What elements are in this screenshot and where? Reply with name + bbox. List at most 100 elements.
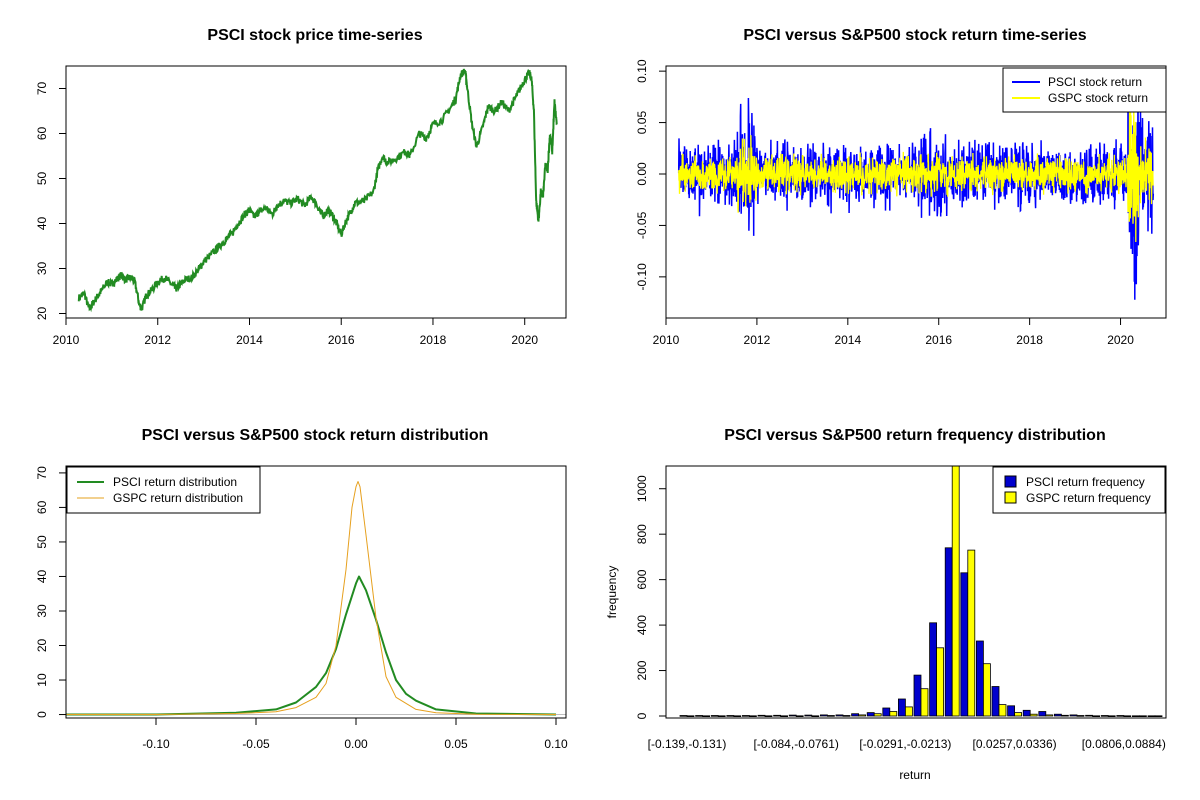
returns-gspc-line [678,99,1154,243]
histogram-gspc-bar [1061,714,1069,717]
histogram-gspc-bar [1154,715,1163,717]
density-y-tick: 0 [35,711,49,718]
histogram-gspc-bar [1107,715,1116,717]
histogram-psci-bar [1100,715,1109,717]
density-x-tick: 0.00 [344,737,368,751]
returns-legend-label-gspc: GSPC stock return [1048,91,1148,105]
histogram-gspc-bar [967,549,976,717]
histogram-y-tick: 800 [635,524,649,544]
histogram-psci-bar [944,547,953,717]
density-x-tick: -0.05 [242,737,270,751]
density-plot-frame [65,465,567,719]
histogram-gspc-bar [702,715,710,717]
histogram-psci-bar [960,572,969,717]
returns-x-tick: 2016 [925,333,952,347]
histogram-psci-bar [773,714,781,717]
density-y-tick: 50 [35,535,49,549]
density-y-tick: 60 [35,500,49,514]
histogram-title: PSCI versus S&P500 return frequency dist… [724,427,1105,444]
histogram-x-axis: [-0.139,-0.131) [-0.084,-0.0761) [-0.029… [648,737,1166,751]
returns-legend-box [1002,67,1167,113]
returns-y-tick: 0.05 [635,111,649,135]
returns-legend: PSCI stock return GSPC stock return [1002,67,1167,113]
density-y-tick: 30 [35,604,49,618]
histogram-gspc-bar [1123,715,1132,717]
histogram-y-tick: 1000 [635,475,649,502]
density-gspc-line [66,481,557,715]
histogram-psci-bar [835,714,844,717]
returns-plot-area [659,68,1155,325]
histogram-x-label: return [899,768,930,782]
histogram-legend-label-psci: PSCI return frequency [1026,475,1145,489]
histogram-legend-swatch-psci [1004,475,1017,488]
histogram-psci-bar [851,713,859,717]
price-x-tick: 2020 [511,333,538,347]
returns-plot-frame [665,65,1167,319]
price-y-axis: 20 30 40 50 60 70 [35,82,49,321]
histogram-y-tick: 600 [635,569,649,589]
histogram-gspc-bar [827,715,835,717]
histogram-gspc-bar [936,647,944,717]
histogram-psci-bar [1132,715,1140,717]
price-y-tick: 50 [35,172,49,186]
histogram-y-label: frequency [605,566,619,619]
price-x-tick: 2010 [53,333,80,347]
density-y-tick: 70 [35,466,49,480]
density-x-axis: -0.10 -0.05 0.00 0.05 0.10 [142,737,568,751]
price-plot-area [59,68,558,325]
histogram-psci-bar [1022,709,1031,717]
histogram-x-tick: [-0.0291,-0.0213) [859,737,951,751]
density-y-axis: 0 10 20 30 40 50 60 70 [35,466,49,718]
density-y-tick: 20 [35,639,49,653]
price-series-line [77,68,558,313]
price-x-tick: 2014 [236,333,263,347]
returns-panel: PSCI versus S&P500 stock return time-ser… [635,27,1167,347]
histogram-psci-bar [679,715,688,717]
histogram-plot-frame [665,465,1167,719]
histogram-legend: PSCI return frequency GSPC return freque… [992,466,1166,514]
histogram-gspc-bar [795,715,804,717]
histogram-gspc-bar [951,465,960,717]
histogram-psci-bar [929,622,937,717]
price-y-tick: 70 [35,82,49,96]
histogram-psci-bar [788,714,797,717]
histogram-psci-bar [976,640,984,717]
returns-x-axis: 2010 2012 2014 2016 2018 2020 [653,333,1135,347]
histogram-legend-box [992,466,1166,514]
histogram-psci-bar [866,712,875,717]
histogram-panel: PSCI versus S&P500 return frequency dist… [605,427,1167,782]
histogram-gspc-bar [1045,714,1054,717]
histogram-gspc-bar [842,715,851,717]
histogram-gspc-bar [873,713,882,717]
histogram-gspc-bar [1029,713,1038,717]
density-legend-box [66,466,261,514]
histogram-x-tick: [-0.084,-0.0761) [754,737,839,751]
histogram-y-tick: 400 [635,615,649,635]
histogram-psci-bar [757,714,766,717]
histogram-gspc-bar [1076,715,1085,717]
density-x-tick: 0.10 [544,737,568,751]
histogram-gspc-bar [905,706,913,717]
histogram-plot-area [659,465,1163,717]
price-y-tick: 30 [35,262,49,276]
histogram-gspc-bar [889,711,898,717]
returns-y-tick: -0.10 [635,263,649,291]
returns-y-tick: 0.10 [635,59,649,83]
histogram-psci-bar [1038,711,1047,717]
returns-x-tick: 2014 [834,333,861,347]
density-psci-line [66,575,557,716]
price-x-tick: 2018 [420,333,447,347]
histogram-gspc-bar [858,714,866,717]
histogram-psci-bar [1085,714,1093,717]
histogram-gspc-bar [1014,712,1022,717]
histogram-legend-label-gspc: GSPC return frequency [1026,491,1151,505]
density-y-tick: 40 [35,569,49,583]
density-panel: PSCI versus S&P500 stock return distribu… [35,427,568,751]
price-plot-frame [65,65,567,319]
histogram-x-tick: [-0.139,-0.131) [648,737,727,751]
histogram-gspc-bar [998,704,1007,717]
density-title: PSCI versus S&P500 stock return distribu… [142,427,489,444]
price-x-axis: 2010 2012 2014 2016 2018 2020 [53,333,539,347]
histogram-gspc-bar [1092,715,1100,717]
